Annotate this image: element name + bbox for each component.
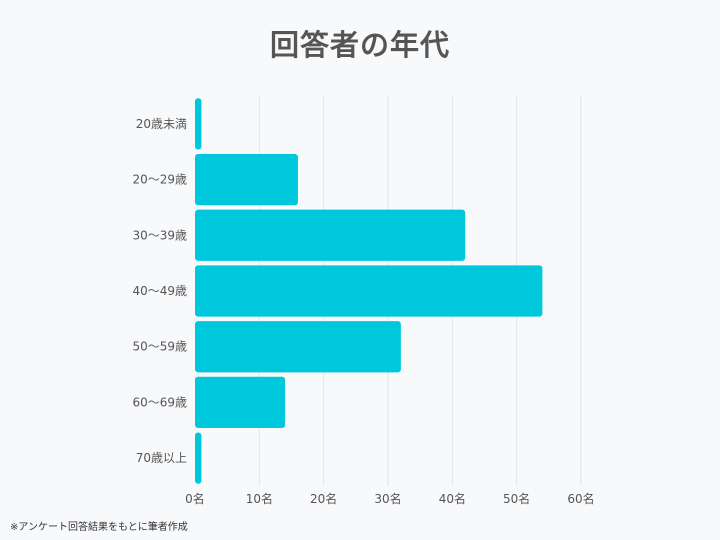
- category-label: 30～39歳: [132, 228, 187, 242]
- bar: [195, 265, 543, 317]
- x-tick-label: 20名: [310, 491, 337, 506]
- y-axis-categories: 20歳未満 20～29歳 30～39歳 40～49歳 50～59歳 60～69歳 70歳以上: [132, 117, 187, 465]
- x-tick-label: 30名: [374, 491, 401, 506]
- x-axis-ticks: 0名 10名 20名 30名 40名 50名 60名: [185, 491, 594, 506]
- category-label: 70歳以上: [136, 451, 187, 465]
- category-label: 20歳未満: [136, 117, 187, 131]
- bar: [195, 153, 298, 206]
- x-tick-label: 40名: [439, 491, 466, 506]
- category-label: 40～49歳: [132, 284, 187, 298]
- chart-title: 回答者の年代: [269, 28, 450, 62]
- bar: [195, 209, 466, 261]
- bar: [195, 98, 202, 150]
- bar: [195, 376, 286, 429]
- x-tick-label: 50名: [503, 491, 530, 506]
- bar: [195, 321, 401, 373]
- x-tick-label: 60名: [567, 491, 594, 506]
- bar-layer: [195, 98, 543, 484]
- bar: [195, 432, 202, 484]
- footnote: ※アンケート回答結果をもとに筆者作成: [10, 522, 188, 533]
- category-label: 50～59歳: [132, 340, 187, 354]
- category-label: 20～29歳: [132, 173, 187, 187]
- x-tick-label: 0名: [185, 491, 205, 506]
- category-label: 60～69歳: [132, 395, 187, 409]
- x-tick-label: 10名: [246, 491, 273, 506]
